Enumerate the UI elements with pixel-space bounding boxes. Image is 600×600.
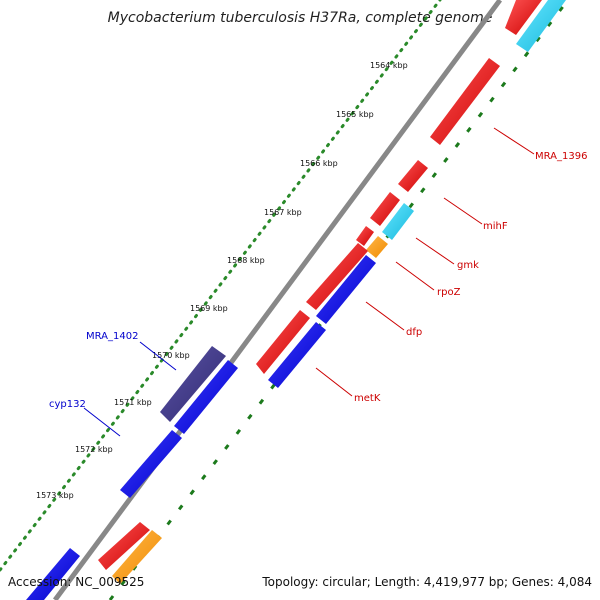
leader-line <box>415 237 455 265</box>
leader-line <box>443 197 483 225</box>
axis-label: 1571 kbp <box>114 398 152 407</box>
axis-label: 1564 kbp <box>370 61 408 70</box>
gene-feature[interactable] <box>516 0 566 52</box>
gene-feature[interactable] <box>306 243 368 310</box>
leader-line <box>315 367 353 397</box>
axis-label: 1572 kbp <box>75 445 113 454</box>
gene-feature[interactable] <box>430 58 500 145</box>
gene-feature[interactable] <box>98 522 150 570</box>
axis-label: 1573 kbp <box>36 491 74 500</box>
gene-feature[interactable] <box>370 192 400 226</box>
axis-label: 1569 kbp <box>190 304 228 313</box>
gene-label-mihf[interactable]: mihF <box>483 221 508 232</box>
gene-feature[interactable] <box>316 255 376 324</box>
leader-line <box>365 301 405 331</box>
gene-labels: MRA_1396 mihF gmk rpoZ dfp metK MRA_1402… <box>49 151 587 410</box>
gene-feature[interactable] <box>160 346 226 422</box>
gene-label-dfp[interactable]: dfp <box>406 327 422 338</box>
tick-track <box>0 0 442 572</box>
forward-strand-genes <box>98 0 566 584</box>
accession-text: Accession: NC_009525 <box>8 575 145 589</box>
gene-feature[interactable] <box>268 322 326 388</box>
label-leaders <box>83 127 535 437</box>
reverse-strand-genes <box>26 346 238 600</box>
gene-label-metk[interactable]: metK <box>354 393 381 404</box>
gene-feature[interactable] <box>505 0 542 35</box>
gene-label-cyp132[interactable]: cyp132 <box>49 399 86 410</box>
axis-labels: 1564 kbp 1565 kbp 1566 kbp 1567 kbp 1568… <box>36 61 408 500</box>
axis-label: 1567 kbp <box>264 208 302 217</box>
leader-line <box>395 261 435 291</box>
gene-feature[interactable] <box>366 236 388 258</box>
gene-feature[interactable] <box>356 226 374 246</box>
gene-label-mra1402[interactable]: MRA_1402 <box>86 331 138 342</box>
gene-feature[interactable] <box>112 530 162 584</box>
leader-line <box>139 341 177 371</box>
gene-feature[interactable] <box>26 548 80 600</box>
axis-label: 1570 kbp <box>152 351 190 360</box>
gene-label-mra1396[interactable]: MRA_1396 <box>535 151 587 162</box>
gene-feature[interactable] <box>174 360 238 434</box>
gene-label-rpoz[interactable]: rpoZ <box>437 287 461 298</box>
axis-label: 1565 kbp <box>336 110 374 119</box>
axis-label: 1568 kbp <box>227 256 265 265</box>
gene-feature[interactable] <box>398 160 428 192</box>
leader-line <box>83 407 121 437</box>
gene-label-gmk[interactable]: gmk <box>457 260 479 271</box>
leader-line <box>493 127 535 155</box>
genome-title: Mycobacterium tuberculosis H37Ra, comple… <box>107 10 493 26</box>
gene-feature[interactable] <box>120 430 182 498</box>
gene-feature[interactable] <box>256 310 310 374</box>
gene-feature[interactable] <box>382 203 414 240</box>
axis-label: 1566 kbp <box>300 159 338 168</box>
gc-dash-track <box>108 0 570 600</box>
topology-summary: Topology: circular; Length: 4,419,977 bp… <box>262 575 592 589</box>
genome-backbone <box>52 0 503 600</box>
